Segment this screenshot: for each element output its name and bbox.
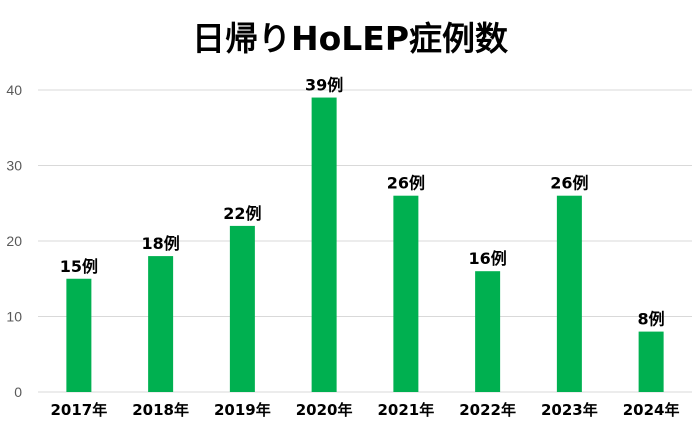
y-axis-ticks: 0 10 20 30 40: [6, 82, 22, 400]
x-category-label: 2021年: [378, 401, 435, 419]
data-label: 15例: [60, 257, 98, 276]
x-category-label: 2017年: [51, 401, 108, 419]
chart-title: 日帰りHoLEP症例数: [192, 19, 509, 58]
y-tick-label: 30: [6, 158, 22, 174]
y-tick-label: 10: [6, 309, 22, 325]
gridlines: [38, 89, 692, 393]
data-label: 26例: [550, 174, 588, 193]
y-tick-label: 20: [6, 233, 22, 249]
bar: [311, 97, 337, 393]
bar: [66, 278, 92, 392]
data-label: 16例: [468, 249, 506, 268]
bar: [556, 195, 582, 392]
data-label: 22例: [223, 204, 261, 223]
x-category-label: 2023年: [541, 401, 598, 419]
x-category-label: 2019年: [214, 401, 271, 419]
bar: [638, 331, 664, 392]
bars: [66, 97, 664, 393]
bar: [148, 256, 174, 392]
data-label: 18例: [141, 234, 179, 253]
x-category-label: 2022年: [459, 401, 516, 419]
data-label: 26例: [387, 174, 425, 193]
data-label: 8例: [638, 310, 665, 329]
bar: [393, 195, 419, 392]
x-category-label: 2024年: [623, 401, 680, 419]
data-labels: 15例 18例 22例 39例 26例 16例 26例 8例: [60, 76, 665, 329]
x-category-label: 2018年: [132, 401, 189, 419]
y-tick-label: 40: [6, 82, 22, 98]
bar: [475, 271, 501, 392]
y-tick-label: 0: [14, 384, 22, 400]
x-category-label: 2020年: [296, 401, 353, 419]
data-label: 39例: [305, 76, 343, 95]
bar: [229, 225, 255, 392]
x-axis-categories: 2017年 2018年 2019年 2020年 2021年 2022年 2023年 2024年: [51, 401, 680, 419]
